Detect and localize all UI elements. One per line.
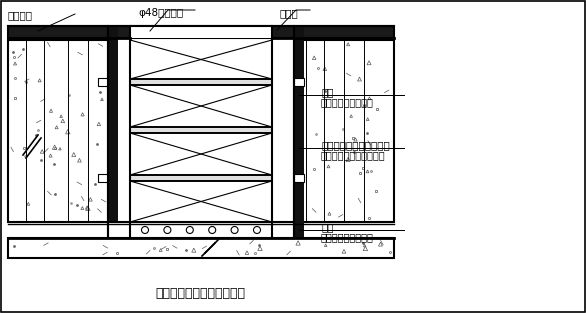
Bar [294, 78, 304, 86]
Text: 托架: 托架 [321, 222, 333, 232]
Bar [8, 26, 394, 38]
Bar [294, 26, 304, 238]
Bar [294, 174, 304, 182]
Text: 底板深基坑模板支设示意图: 底板深基坑模板支设示意图 [155, 287, 245, 300]
Bar [8, 40, 108, 222]
Bar [130, 175, 272, 181]
Bar [108, 26, 118, 238]
Text: φ48钉管横杆: φ48钉管横杆 [138, 8, 183, 18]
Text: 置片刻后再覆盖、固定）: 置片刻后再覆盖、固定） [321, 150, 386, 160]
Bar [108, 222, 294, 238]
Bar [8, 238, 394, 258]
Bar [130, 26, 272, 38]
Text: 底板钉筋: 底板钉筋 [8, 10, 33, 20]
Bar [130, 127, 272, 133]
Bar [98, 78, 108, 86]
Text: 九夹板（待底部混凝土静: 九夹板（待底部混凝土静 [321, 140, 390, 150]
Text: 与钉筋支架焊接买固: 与钉筋支架焊接买固 [321, 232, 374, 242]
Bar [294, 40, 394, 222]
Bar [130, 79, 272, 85]
Text: 小钉模: 小钉模 [280, 8, 299, 18]
Text: 与钉筋支架焊接买固: 与钉筋支架焊接买固 [321, 97, 374, 107]
Bar [98, 174, 108, 182]
Text: 限位: 限位 [321, 87, 333, 97]
